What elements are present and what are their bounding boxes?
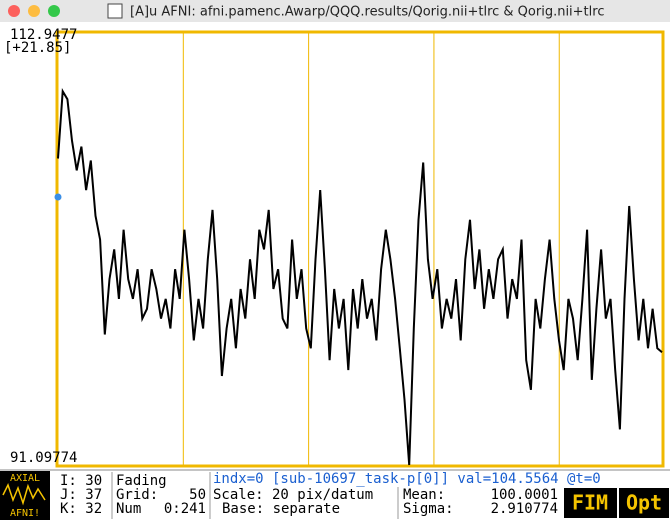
icon-label: AFNI! [10,508,40,519]
opt-label: Opt [626,491,662,515]
graph: 91.09774 112.9477[+21.85] [4,27,665,468]
minimize-button[interactable] [28,5,40,17]
coord: K: 32 [60,501,102,517]
close-button[interactable] [8,5,20,17]
fim-label: FIM [572,491,608,515]
plot-frame [55,30,665,468]
index-marker [54,193,62,201]
range-label: [+21.85] [4,40,71,56]
y-tick-label: 91.09774 [10,450,77,466]
mean-value: 100.0001 [491,487,558,503]
sigma-label: Sigma: [403,501,454,517]
zoom-button[interactable] [48,5,60,17]
scale-info: Scale: 20 pix/datum [213,487,373,503]
opt-button[interactable] [619,488,669,518]
fim-button[interactable] [564,488,617,518]
icon-wave [2,483,46,506]
icon-label: AXIAL [10,473,40,484]
grid-value[interactable]: 50 [189,487,206,503]
y-tick-label: 112.9477 [10,27,77,43]
window-title: [A]u AFNI: afni.pamenc.Awarp/QQQ.results… [130,5,604,20]
grid-label: Grid: [116,487,158,503]
coord: I: 30 [60,473,102,489]
coord: J: 37 [60,487,102,503]
fading-button[interactable]: Fading [116,473,167,489]
x-icon [107,3,123,19]
title-bar [0,0,670,22]
index-info: indx=0 [sub-10697_task-p[0]] val=104.556… [213,471,601,487]
num-value: 0:241 [164,501,206,517]
base-info: Base: separate [222,501,340,517]
num-label: Num [116,501,141,517]
time-series [57,88,663,466]
mean-label: Mean: [403,487,445,503]
sigma-value: 2.910774 [491,501,558,517]
